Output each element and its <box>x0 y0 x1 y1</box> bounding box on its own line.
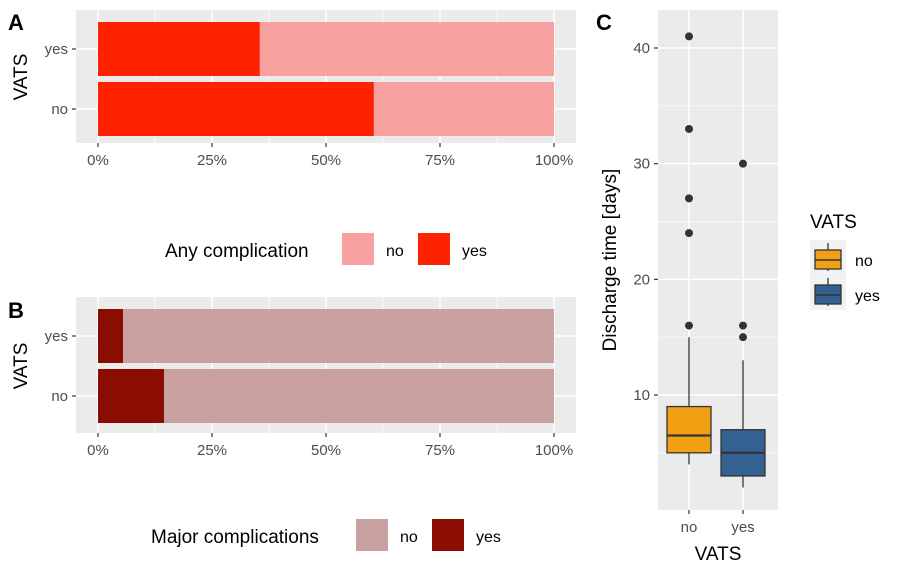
panel-a-legend-key-no <box>342 233 374 265</box>
outlier-point <box>685 194 693 203</box>
y-tick-label: 30 <box>633 156 650 173</box>
x-tick-label: 0% <box>87 442 109 459</box>
panel-a-y-axis-title: VATS <box>11 54 32 101</box>
panel-b-y-axis-title: VATS <box>11 343 32 390</box>
y-tick-label-no: no <box>51 101 68 118</box>
panel-b-legend: Major complications no yes <box>151 519 501 551</box>
outlier-point <box>685 124 693 133</box>
panel-b-legend-label-no: no <box>400 529 418 546</box>
x-tick-label-yes: yes <box>731 519 754 536</box>
panel-b-y-ticks: yes no <box>45 328 76 405</box>
panel-a-y-ticks: yes no <box>45 41 76 118</box>
x-tick-label: 0% <box>87 152 109 169</box>
panel-c-y-ticks: 10 20 30 40 <box>633 40 658 404</box>
panel-b-legend-key-no <box>356 519 388 551</box>
panel-a: yes no 0% 25% 50% 75% 100% VATS Any complicat… <box>11 10 576 265</box>
y-tick-label-yes: yes <box>45 41 68 58</box>
panel-c-legend-label-no: no <box>855 253 873 270</box>
y-tick-label: 40 <box>633 40 650 57</box>
panel-a-legend-key-yes <box>418 233 450 265</box>
panel-label-c: C <box>596 10 612 35</box>
bar-no-yes <box>98 369 165 423</box>
bar-yes-yes <box>98 309 124 363</box>
outlier-point <box>685 229 693 238</box>
x-tick-label: 100% <box>535 442 573 459</box>
panel-a-bars <box>98 22 554 136</box>
box-yes <box>720 159 766 488</box>
panel-a-legend: Any complication no yes <box>165 233 487 265</box>
y-tick-label: 20 <box>633 271 650 288</box>
bar-no-yes <box>98 82 374 136</box>
bar-yes-no <box>123 309 554 363</box>
panel-c-boxes <box>666 32 766 488</box>
panel-a-x-ticks: 0% 25% 50% 75% 100% <box>87 143 573 169</box>
panel-a-legend-label-yes: yes <box>462 243 487 260</box>
panel-b-x-ticks: 0% 25% 50% 75% 100% <box>87 433 573 459</box>
panel-c-legend-key-no <box>814 243 842 271</box>
panel-label-b: B <box>8 298 24 323</box>
x-tick-label: 25% <box>197 442 227 459</box>
bar-no-no <box>164 369 554 423</box>
bar-yes-yes <box>98 22 260 76</box>
panel-c-x-axis-title: VATS <box>695 544 742 565</box>
panel-b: yes no 0% 25% 50% 75% 100% VATS Major complic… <box>11 297 576 551</box>
outlier-point <box>685 32 693 41</box>
panel-b-legend-label-yes: yes <box>476 529 501 546</box>
x-tick-label: 25% <box>197 152 227 169</box>
panel-b-legend-key-yes <box>432 519 464 551</box>
outlier-point <box>739 159 747 168</box>
panel-c-legend: VATS no yes <box>810 212 880 310</box>
panel-label-a: A <box>8 10 24 35</box>
panel-c-legend-title: VATS <box>810 212 857 233</box>
y-tick-label-yes: yes <box>45 328 68 345</box>
x-tick-label: 100% <box>535 152 573 169</box>
y-tick-label-no: no <box>51 388 68 405</box>
panel-a-legend-title: Any complication <box>165 241 309 262</box>
bar-no-no <box>373 82 554 136</box>
panel-b-legend-title: Major complications <box>151 527 319 548</box>
outlier-point <box>739 321 747 330</box>
outlier-point <box>685 321 693 330</box>
box-body <box>666 405 712 454</box>
panel-a-legend-label-no: no <box>386 243 404 260</box>
panel-c-legend-key-yes <box>814 278 842 306</box>
panel-b-bars <box>98 309 554 423</box>
box-no <box>666 32 712 465</box>
x-tick-label-no: no <box>681 519 698 536</box>
x-tick-label: 75% <box>425 442 455 459</box>
y-tick-label: 10 <box>633 387 650 404</box>
x-tick-label: 75% <box>425 152 455 169</box>
panel-c: 10 20 30 40 no yes Discharge time [days] VAT… <box>600 10 880 565</box>
panel-c-x-ticks: no yes <box>681 510 755 536</box>
outlier-point <box>739 333 747 342</box>
x-tick-label: 50% <box>311 442 341 459</box>
panel-c-y-axis-title: Discharge time [days] <box>600 169 621 352</box>
x-tick-label: 50% <box>311 152 341 169</box>
bar-yes-no <box>259 22 554 76</box>
panel-c-legend-label-yes: yes <box>855 288 880 305</box>
